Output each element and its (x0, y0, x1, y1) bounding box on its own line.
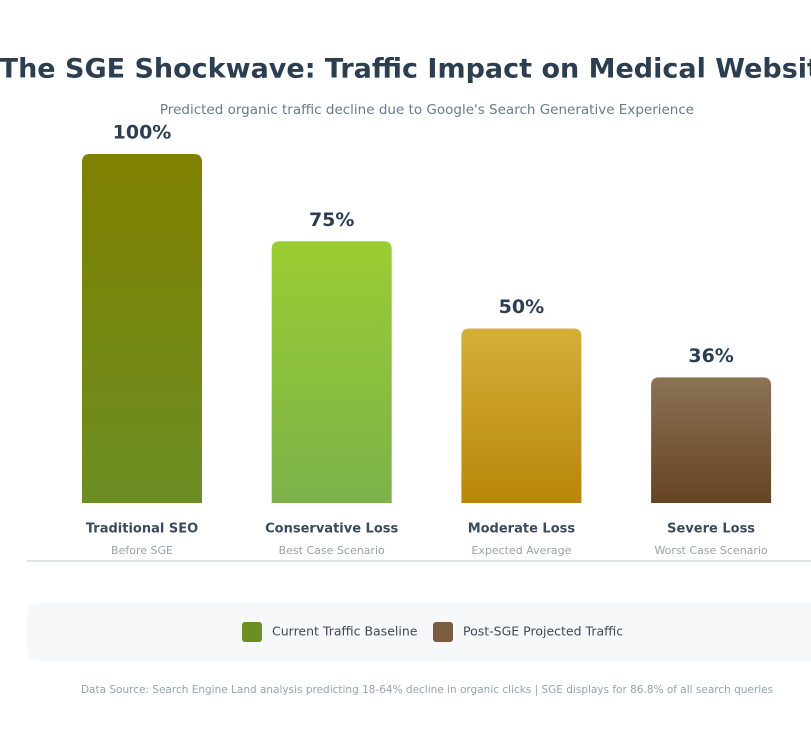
x-sublabel: Worst Case Scenario (654, 544, 768, 557)
source-note: Data Source: Search Engine Land analysis… (81, 684, 773, 696)
bar (651, 377, 772, 503)
value-label: 50% (499, 296, 544, 318)
x-tick-label: Traditional SEO (86, 522, 198, 537)
bar (271, 241, 392, 503)
x-sublabel: Before SGE (111, 544, 173, 557)
bar (82, 154, 202, 503)
bar (461, 328, 582, 503)
x-tick-label: Moderate Loss (468, 522, 576, 537)
chart-subtitle: Predicted organic traffic decline due to… (160, 102, 694, 118)
x-sublabel: Best Case Scenario (279, 544, 385, 557)
legend-box (27, 603, 811, 661)
x-sublabel: Expected Average (471, 544, 571, 557)
x-tick-label: Severe Loss (667, 522, 755, 537)
legend-label: Post-SGE Projected Traffic (463, 624, 623, 639)
value-label: 36% (688, 345, 733, 367)
legend-swatch (242, 622, 262, 642)
chart-title: The SGE Shockwave: Traffic Impact on Med… (0, 54, 811, 85)
value-label: 75% (309, 209, 354, 231)
x-tick-label: Conservative Loss (265, 522, 398, 537)
value-label: 100% (113, 122, 172, 144)
legend-swatch (433, 622, 453, 642)
legend-label: Current Traffic Baseline (272, 624, 418, 639)
